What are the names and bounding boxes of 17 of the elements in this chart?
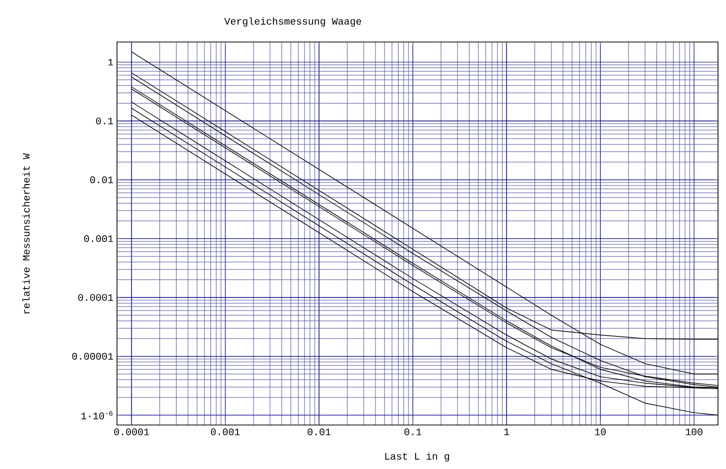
x-tick-label: 0.01 [308,428,331,436]
y-tick-label: 0.1 [96,118,114,124]
y-tick-label: 1 [108,58,114,66]
x-axis-title: Last L in g [385,452,450,462]
y-tick-label: 1·10$^{-6}$ [81,410,113,420]
y-axis-title: relative Messunsicherheit W [22,153,30,314]
y-tick-label: 0.00001 [72,352,113,360]
x-tick-label: 0.1 [404,428,422,436]
chart-title: Vergleichsmessung Waage [224,17,362,27]
x-tick-label: 0.0001 [114,428,149,436]
x-tick-label: 10 [595,428,606,436]
y-tick-label: 0.01 [90,176,114,184]
x-tick-label: 1 [504,428,510,436]
y-tick-label: 0.0001 [78,294,113,301]
y-tick-label: 0.001 [84,235,113,242]
x-tick-label: 100 [686,428,702,436]
x-tick-label: 0.001 [210,428,240,436]
